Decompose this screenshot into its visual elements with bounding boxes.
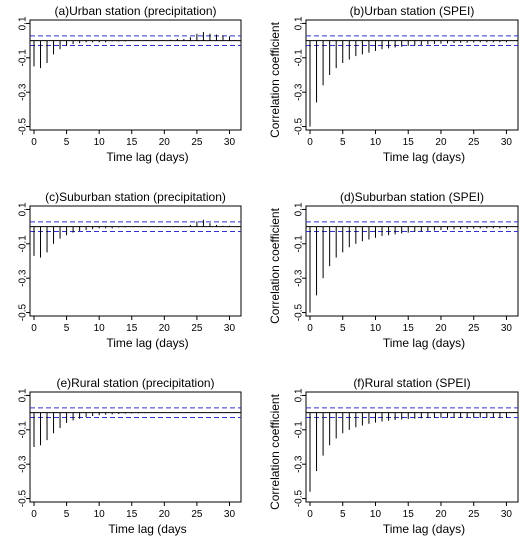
x-tick-label: 15 [126, 137, 138, 148]
x-axis-label: Time lag (days) [383, 336, 465, 350]
y-axis-label: Correlation coefficient [268, 207, 282, 324]
x-tick-label: 5 [340, 323, 346, 334]
x-tick-label: 5 [64, 323, 70, 334]
x-tick-label: 0 [307, 509, 313, 520]
x-tick-label: 20 [159, 323, 171, 334]
plot-frame [305, 391, 519, 503]
y-tick-label: -0.5 [294, 118, 305, 136]
y-tick-label: -0.1 [18, 421, 29, 439]
chart-panel-2: (b)Urban station (SPEI) -0.5 -0.3 -0.1 0.1 0 5… [268, 4, 519, 164]
y-tick-label: -0.3 [294, 455, 305, 473]
x-axis-label: Time lag (days) [383, 150, 465, 164]
x-tick-label: 15 [126, 509, 138, 520]
x-tick-label: 5 [64, 509, 70, 520]
x-tick-label: 20 [435, 509, 447, 520]
x-tick-label: 15 [403, 137, 415, 148]
chart-title: (f)Rural station (SPEI) [353, 376, 470, 390]
y-tick-label: -0.5 [18, 490, 29, 508]
y-tick-label: -0.1 [294, 235, 305, 253]
x-tick-label: 25 [191, 323, 203, 334]
y-tick-label: 0.1 [18, 388, 29, 402]
plot-frame [305, 205, 519, 317]
y-axis-label: Correlation coefficient [268, 21, 282, 138]
y-tick-label: -0.3 [18, 83, 29, 101]
x-tick-label: 30 [224, 323, 236, 334]
x-tick-label: 15 [126, 323, 138, 334]
x-tick-label: 20 [159, 137, 171, 148]
y-tick-label: 0.1 [294, 202, 305, 216]
x-axis-label: Time lag (days) [106, 336, 188, 350]
x-tick-label: 10 [370, 137, 382, 148]
x-tick-label: 5 [340, 509, 346, 520]
x-tick-label: 30 [224, 137, 236, 148]
chart-panel-5: (e)Rural station (precipitation) -0.5 -0.3… [18, 376, 242, 536]
x-tick-label: 20 [159, 509, 171, 520]
chart-panel-4: (d)Suburban station (SPEI) -0.5 -0.3 -0.1 0.… [268, 190, 519, 350]
x-tick-label: 0 [307, 137, 313, 148]
y-tick-label: -0.5 [18, 118, 29, 136]
x-tick-label: 0 [31, 323, 37, 334]
x-tick-label: 25 [468, 137, 480, 148]
y-tick-label: -0.1 [294, 49, 305, 67]
x-tick-label: 25 [191, 509, 203, 520]
y-tick-label: -0.3 [18, 455, 29, 473]
chart-panel-1: (a)Urban station (precipitation) -0.5 -0.3… [18, 4, 242, 164]
x-tick-label: 0 [31, 137, 37, 148]
x-tick-label: 10 [370, 509, 382, 520]
x-tick-label: 5 [64, 137, 70, 148]
y-tick-label: -0.5 [294, 304, 305, 322]
y-tick-label: -0.1 [18, 235, 29, 253]
x-tick-label: 5 [340, 137, 346, 148]
y-tick-label: 0.1 [18, 202, 29, 216]
x-tick-label: 15 [403, 509, 415, 520]
y-tick-label: 0.1 [294, 388, 305, 402]
x-tick-label: 25 [468, 323, 480, 334]
x-tick-label: 30 [501, 137, 513, 148]
x-tick-label: 20 [435, 323, 447, 334]
y-tick-label: -0.1 [294, 421, 305, 439]
x-tick-label: 20 [435, 137, 447, 148]
x-axis-label: Time lag (days) [106, 150, 188, 164]
chart-title: (d)Suburban station (SPEI) [340, 190, 484, 204]
y-tick-label: -0.3 [18, 269, 29, 287]
chart-title: (a)Urban station (precipitation) [54, 4, 216, 18]
y-tick-label: -0.5 [294, 490, 305, 508]
y-tick-label: -0.1 [18, 49, 29, 67]
plot-frame [29, 19, 242, 131]
x-tick-label: 10 [94, 137, 106, 148]
x-tick-label: 25 [468, 509, 480, 520]
x-tick-label: 0 [31, 509, 37, 520]
x-tick-label: 0 [307, 323, 313, 334]
x-tick-label: 30 [501, 509, 513, 520]
chart-panel-3: (c)Suburban station (precipitation) -0.5 -… [18, 190, 242, 350]
x-tick-label: 30 [224, 509, 236, 520]
x-tick-label: 15 [403, 323, 415, 334]
chart-title: (c)Suburban station (precipitation) [45, 190, 226, 204]
chart-panel-6: (f)Rural station (SPEI) -0.5 -0.3 -0.1 0.1 0 5… [268, 376, 519, 536]
plot-frame [29, 205, 242, 317]
y-tick-label: -0.3 [294, 83, 305, 101]
chart-title: (e)Rural station (precipitation) [56, 376, 214, 390]
y-axis-label: Correlation coefficient [268, 393, 282, 510]
y-tick-label: -0.3 [294, 269, 305, 287]
x-tick-label: 10 [94, 509, 106, 520]
x-tick-label: 10 [370, 323, 382, 334]
plot-frame [305, 19, 519, 131]
plot-frame [29, 391, 242, 503]
y-tick-label: 0.1 [18, 16, 29, 30]
y-tick-label: -0.5 [18, 304, 29, 322]
x-axis-label: Time lag (days) [383, 522, 465, 536]
x-tick-label: 25 [191, 137, 203, 148]
x-tick-label: 10 [94, 323, 106, 334]
x-axis-label: Time lag (days [108, 522, 186, 536]
x-tick-label: 30 [501, 323, 513, 334]
y-tick-label: 0.1 [294, 16, 305, 30]
chart-title: (b)Urban station (SPEI) [350, 4, 475, 18]
